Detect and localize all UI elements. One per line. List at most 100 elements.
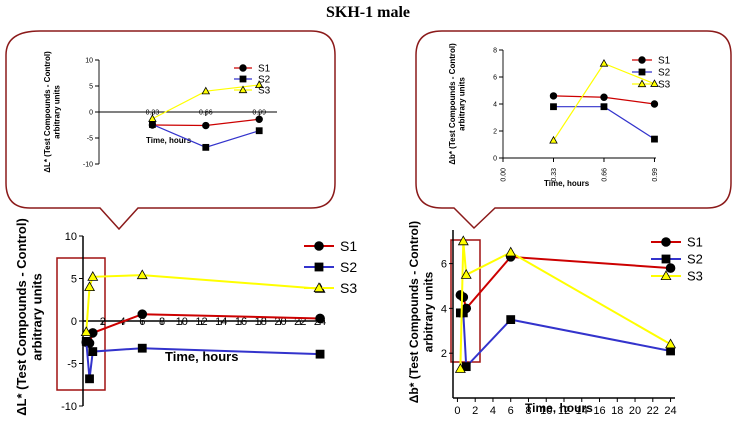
data-point-s2 (651, 135, 658, 143)
legend-marker-s1 (239, 64, 247, 72)
data-point-s3 (599, 58, 609, 67)
x-tick-label: 4 (490, 405, 496, 417)
data-point-s1 (315, 313, 325, 324)
x-tick-label: 6 (139, 316, 145, 328)
data-point-s3 (665, 338, 677, 349)
legend-marker-s2 (239, 75, 247, 83)
x-tick-label: 20 (274, 316, 286, 328)
x-tick-label: 2 (472, 405, 478, 417)
legend-marker-s3 (660, 270, 672, 281)
data-point-s3 (650, 79, 659, 87)
legend-marker-s2 (661, 254, 671, 264)
data-point-s3 (457, 235, 469, 246)
data-point-s2 (550, 103, 557, 111)
legend-marker-s3 (238, 85, 248, 94)
x-tick-label: 20 (629, 405, 641, 417)
data-point-s2 (506, 315, 516, 325)
y-axis-label-units: arbitrary units (421, 271, 435, 352)
data-point-s3 (201, 86, 211, 95)
x-tick-label: 0.66 (601, 168, 608, 182)
page-title: SKH-1 male (326, 4, 410, 21)
x-tick-label: 6 (508, 405, 514, 417)
data-point-s1 (137, 309, 148, 320)
data-point-s3 (549, 135, 558, 144)
y-tick-label: -5 (67, 358, 77, 370)
y-tick-label: 4 (493, 101, 497, 108)
legend-marker-s3 (637, 79, 647, 88)
y-tick-label: 2 (441, 348, 447, 360)
x-tick-label: 10 (176, 316, 188, 328)
x-axis-label: Time, hours (165, 349, 238, 364)
x-tick-label: 12 (558, 405, 570, 417)
y-tick-label: 6 (441, 258, 447, 270)
x-tick-label: 16 (593, 405, 605, 417)
legend-label-s3: S3 (258, 86, 271, 97)
chart-bottom-left: -10-5051024681012141618202224Time, hours… (14, 218, 357, 416)
data-point-s2 (81, 336, 91, 346)
y-tick-label: -5 (87, 135, 93, 142)
legend-marker-s1 (314, 241, 324, 251)
x-tick-label: 24 (664, 405, 676, 417)
legend-label-s1: S1 (258, 64, 271, 75)
x-tick-label: 0.33 (551, 168, 558, 182)
legend-marker-s1 (638, 56, 646, 64)
zoom-callout-left (5, 30, 336, 231)
x-axis-label: Time, hours (544, 179, 590, 188)
data-point-s3 (454, 363, 466, 373)
legend-label-s2: S2 (687, 252, 703, 267)
x-tick-label: 0.66 (199, 109, 213, 116)
x-tick-label: 0.00 (500, 168, 507, 182)
y-axis-label-units: arbitrary units (458, 77, 467, 131)
y-axis-label: ΔL* (Test Compounds - Control) (43, 51, 52, 173)
y-tick-label: 0 (71, 316, 77, 328)
data-point-s2 (315, 349, 325, 359)
y-axis-label: Δb* (Test Compounds - Control) (407, 221, 421, 403)
data-point-s3 (84, 281, 96, 292)
y-tick-label: 10 (85, 57, 93, 64)
data-point-s3 (254, 80, 264, 89)
legend-marker-s3 (313, 282, 325, 293)
data-point-s3 (87, 271, 99, 281)
y-tick-label: -10 (83, 161, 93, 168)
data-point-s1 (549, 92, 558, 100)
x-axis-label: Time, hours (525, 401, 593, 415)
data-point-s3 (460, 269, 472, 279)
y-axis-label: Δb* (Test Compounds - Control) (448, 43, 457, 165)
data-point-s2 (255, 127, 263, 135)
data-point-s1 (255, 115, 263, 123)
legend-label-s3: S3 (340, 280, 357, 296)
legend-marker-s2 (638, 68, 646, 76)
zoom-callout-right (415, 30, 732, 230)
x-tick-label: 2 (100, 316, 106, 328)
data-point-s2 (600, 103, 608, 111)
y-axis-label-units: arbitrary units (30, 273, 45, 360)
data-point-s2 (137, 343, 147, 353)
data-point-s1 (458, 292, 469, 303)
x-tick-label: 10 (540, 405, 552, 417)
y-tick-label: 0 (493, 155, 497, 162)
zoom-box-left (56, 257, 106, 391)
data-point-s2 (148, 121, 156, 128)
chart-top-left-zoom: -10 -5 0 5 10 0.33 0.66 0.99 Time, hours ΔL* (Tes… (43, 51, 277, 173)
legend-label-s3: S3 (658, 80, 671, 91)
y-tick-label: 2 (493, 128, 497, 135)
x-tick-label: 0.99 (652, 168, 659, 182)
x-tick-label: 22 (647, 405, 659, 417)
legend-label-s1: S1 (687, 235, 703, 250)
legend-label-s1: S1 (658, 56, 671, 67)
x-tick-label: 14 (576, 405, 588, 417)
x-tick-label: 18 (611, 405, 623, 417)
x-tick-label: 14 (215, 316, 227, 328)
x-tick-label: 16 (235, 316, 247, 328)
data-point-s1 (202, 121, 210, 130)
data-point-s1 (650, 100, 659, 108)
x-axis-label: Time, hours (146, 136, 192, 145)
x-tick-label: 8 (525, 405, 531, 417)
chart-top-right-zoom: 0 2 4 6 8 0.00 0.33 0.66 0.99 Time, hours Δb* (Tes… (448, 43, 671, 188)
x-tick-label: 8 (159, 316, 165, 328)
x-tick-label: 0 (454, 405, 460, 417)
legend-label-s2: S2 (658, 68, 671, 79)
x-tick-label: 0.99 (252, 109, 266, 116)
data-point-s1 (600, 93, 608, 101)
